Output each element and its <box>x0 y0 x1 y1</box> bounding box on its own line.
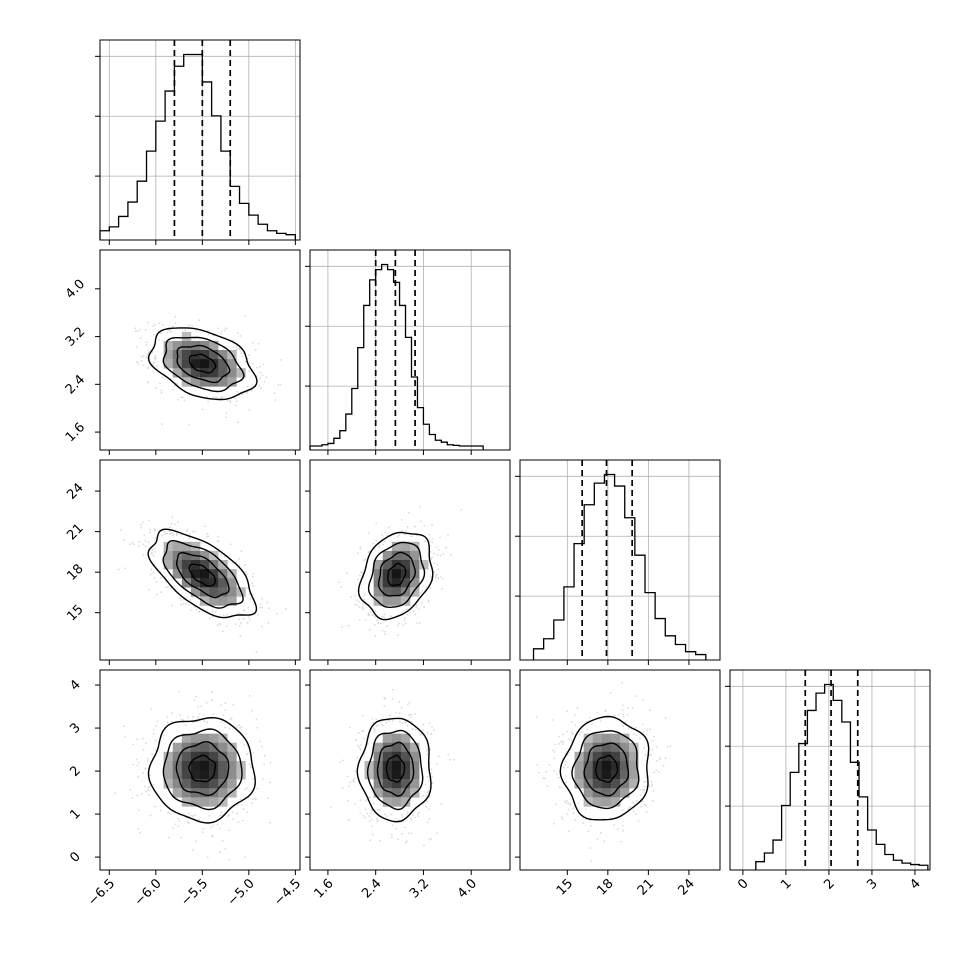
scatter-3-2-contour-2 <box>571 730 640 810</box>
x-tick-label-3-1: 1 <box>778 876 794 892</box>
y-tick-label-1-2: 3.2 <box>63 324 88 349</box>
x-tick-label-3-3: 3 <box>864 876 880 892</box>
histogram-panel-3 <box>725 669 931 871</box>
scatter-3-2-contour-3 <box>559 715 650 821</box>
y-tick-label-3-3: 3 <box>67 720 83 736</box>
scatter-3-2-contour-1 <box>583 742 630 797</box>
scatter-3-0-contour-0 <box>188 754 217 783</box>
x-tick-label-2-3: 24 <box>675 876 697 898</box>
histogram-0-background <box>100 40 300 240</box>
x-tick-label-1-3: 4.0 <box>455 876 480 901</box>
y-tick-label-3-4: 4 <box>67 677 83 693</box>
histogram-3-frame <box>729 669 931 871</box>
scatter-2-1-contour-1 <box>377 551 417 597</box>
scatter-panel-2-0 <box>95 459 301 665</box>
histogram-1-background <box>310 250 510 450</box>
y-tick-label-1-0: 1.6 <box>63 420 88 445</box>
scatter-3-0-contour-3 <box>147 716 256 824</box>
x-tick-label-3-0: 0 <box>735 876 751 892</box>
scatter-3-0-points <box>114 690 272 861</box>
scatter-1-0-frame <box>99 249 301 451</box>
scatter-panel-3-1 <box>305 669 511 875</box>
histogram-3-background <box>730 670 930 870</box>
histogram-2-bars <box>532 473 707 660</box>
x-tick-label-1-0: 1.6 <box>312 876 337 901</box>
scatter-1-0-contour-3 <box>147 327 258 401</box>
y-tick-label-3-0: 0 <box>67 849 83 865</box>
y-tick-label-1-3: 4.0 <box>63 277 88 302</box>
scatter-3-1-frame <box>309 669 511 871</box>
scatter-panel-1-0 <box>95 249 301 455</box>
x-tick-label-1-1: 2.4 <box>359 876 384 901</box>
scatter-1-0-contour-2 <box>162 336 245 393</box>
scatter-panel-3-0 <box>95 669 301 875</box>
scatter-3-1-contour-2 <box>366 729 424 811</box>
histogram-panel-2 <box>515 459 721 661</box>
histogram-panel-1 <box>305 249 511 451</box>
scatter-2-1-contour-3 <box>357 531 434 621</box>
scatter-3-1-density <box>364 733 420 807</box>
y-tick-label-1-1: 2.4 <box>63 372 88 397</box>
x-tick-label-2-1: 18 <box>594 876 616 898</box>
scatter-2-0-contour-1 <box>175 551 230 599</box>
x-tick-label-2-0: 15 <box>554 876 576 898</box>
histogram-3-bars <box>755 683 929 870</box>
histogram-2-frame <box>519 459 721 661</box>
scatter-3-1-contour-1 <box>376 741 415 797</box>
x-tick-label-3-2: 2 <box>821 876 837 892</box>
scatter-2-1-contour-0 <box>387 562 407 587</box>
scatter-2-0-density <box>163 541 246 606</box>
scatter-3-2-frame <box>519 669 721 871</box>
scatter-1-0-contour-1 <box>176 344 231 384</box>
scatter-3-0-frame <box>99 669 301 871</box>
scatter-3-2-points <box>535 681 672 862</box>
scatter-1-0-contour-0 <box>188 353 217 374</box>
scatter-panel-3-2 <box>515 669 721 875</box>
scatter-2-0-contour-2 <box>162 539 244 609</box>
scatter-2-1-frame <box>309 459 511 661</box>
scatter-2-1-contour-2 <box>367 541 426 609</box>
y-tick-label-2-1: 18 <box>64 562 86 584</box>
scatter-3-0-contour-2 <box>162 728 243 811</box>
histogram-0-frame <box>99 39 301 241</box>
scatter-2-0-contour-0 <box>188 563 216 587</box>
scatter-3-0-contour-1 <box>175 741 230 796</box>
x-tick-label-3-4: 4 <box>907 876 923 892</box>
scatter-3-1-contour-0 <box>385 754 406 783</box>
x-tick-label-0-2: −5.5 <box>178 876 211 909</box>
scatter-3-2-contour-0 <box>595 754 619 783</box>
x-tick-label-0-4: −4.5 <box>271 876 304 909</box>
y-tick-label-3-2: 2 <box>67 763 83 779</box>
histogram-2-background <box>520 460 720 660</box>
scatter-2-0-frame <box>99 459 301 661</box>
y-tick-label-3-1: 1 <box>67 806 83 822</box>
x-tick-label-0-0: −6.5 <box>85 876 118 909</box>
x-tick-label-0-1: −6.0 <box>132 876 165 909</box>
scatter-panel-2-1 <box>305 459 511 665</box>
y-tick-label-2-0: 15 <box>64 602 86 624</box>
scatter-1-0-density <box>163 331 246 387</box>
histogram-1-bars <box>309 263 484 450</box>
scatter-3-1-contour-3 <box>356 717 432 823</box>
histogram-1-frame <box>309 249 511 451</box>
y-tick-label-2-3: 24 <box>64 480 86 502</box>
y-tick-label-2-2: 21 <box>64 521 86 543</box>
x-tick-label-2-2: 21 <box>635 876 657 898</box>
histogram-panel-0 <box>95 39 301 241</box>
x-tick-label-1-2: 3.2 <box>407 876 432 901</box>
x-tick-label-0-3: −5.0 <box>225 876 258 909</box>
scatter-2-0-contour-3 <box>147 528 258 619</box>
